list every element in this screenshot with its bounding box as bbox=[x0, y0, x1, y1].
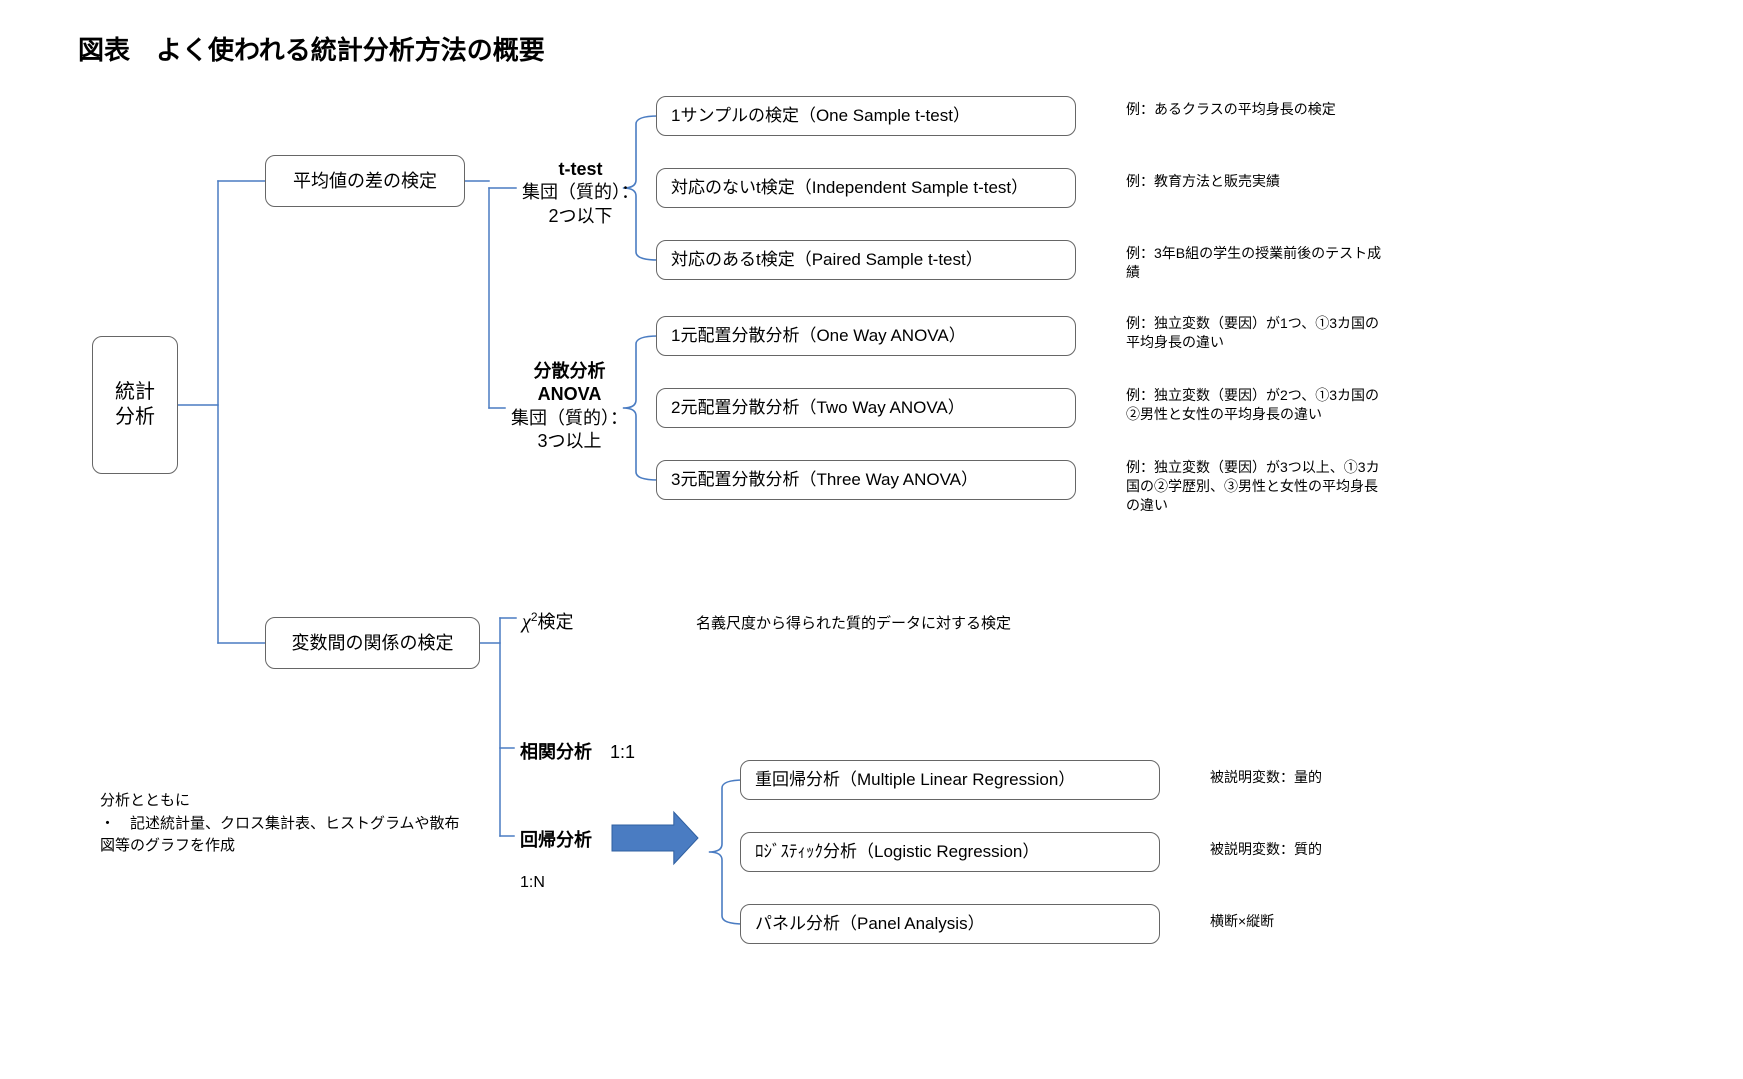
group-label-ttest: t-test集団（質的）：2つ以下 bbox=[522, 158, 639, 228]
header-correlation: 相関分析 1:1 bbox=[520, 738, 635, 764]
footnote: 分析とともに・ 記述統計量、クロス集計表、ヒストグラムや散布図等のグラフを作成 bbox=[100, 790, 460, 858]
diagram-canvas: 図表 よく使われる統計分析方法の概要 統計分析 平均値の差の検定 変数間の関係の… bbox=[0, 0, 1743, 1079]
group-label-anova: 分散分析ANOVA集団（質的）：3つ以上 bbox=[511, 360, 628, 454]
leaf-caption-anova-1: 例：独立変数（要因）が2つ、①3カ国の②男性と女性の平均身長の違い bbox=[1126, 386, 1386, 424]
leaf-regression-0: 重回帰分析（Multiple Linear Regression） bbox=[740, 760, 1160, 800]
root-node: 統計分析 bbox=[92, 336, 178, 474]
leaf-caption-ttest-2: 例：3年B組の学生の授業前後のテスト成績 bbox=[1126, 244, 1386, 282]
leaf-regression-2: パネル分析（Panel Analysis） bbox=[740, 904, 1160, 944]
header-regression-sub: 1:N bbox=[520, 874, 545, 892]
leaf-caption-anova-2: 例：独立変数（要因）が3つ以上、①3カ国の②学歴別、③男性と女性の平均身長の違い bbox=[1126, 458, 1386, 515]
page-title: 図表 よく使われる統計分析方法の概要 bbox=[78, 30, 545, 67]
leaf-caption-ttest-1: 例：教育方法と販売実績 bbox=[1126, 172, 1386, 191]
branch-relation: 変数間の関係の検定 bbox=[265, 617, 480, 669]
leaf-ttest-0: 1サンプルの検定（One Sample t-test） bbox=[656, 96, 1076, 136]
leaf-caption-regression-1: 被説明変数：質的 bbox=[1210, 840, 1470, 859]
leaf-caption-regression-2: 横断×縦断 bbox=[1210, 912, 1470, 931]
leaf-ttest-2: 対応のあるt検定（Paired Sample t-test） bbox=[656, 240, 1076, 280]
header-regression: 回帰分析 bbox=[520, 826, 592, 852]
leaf-anova-0: 1元配置分散分析（One Way ANOVA） bbox=[656, 316, 1076, 356]
leaf-caption-ttest-0: 例：あるクラスの平均身長の検定 bbox=[1126, 100, 1386, 119]
branch-mean-diff: 平均値の差の検定 bbox=[265, 155, 465, 207]
leaf-ttest-1: 対応のないt検定（Independent Sample t-test） bbox=[656, 168, 1076, 208]
leaf-caption-regression-0: 被説明変数：量的 bbox=[1210, 768, 1470, 787]
leaf-anova-2: 3元配置分散分析（Three Way ANOVA） bbox=[656, 460, 1076, 500]
leaf-regression-1: ﾛｼﾞｽﾃｨｯｸ分析（Logistic Regression） bbox=[740, 832, 1160, 872]
leaf-anova-1: 2元配置分散分析（Two Way ANOVA） bbox=[656, 388, 1076, 428]
header-chi2-note: 名義尺度から得られた質的データに対する検定 bbox=[696, 614, 1011, 634]
header-chi2: χ2検定 bbox=[522, 608, 574, 634]
leaf-caption-anova-0: 例：独立変数（要因）が1つ、①3カ国の平均身長の違い bbox=[1126, 314, 1386, 352]
